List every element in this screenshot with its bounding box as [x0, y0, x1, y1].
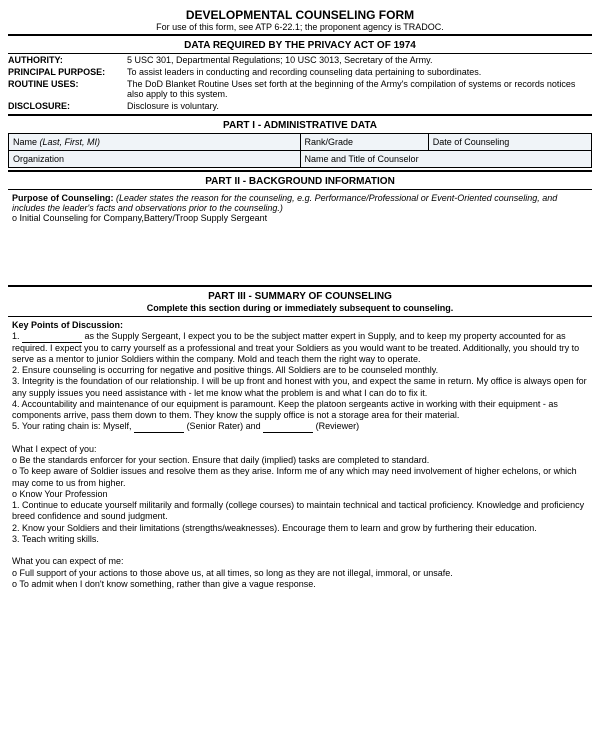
- kp-4: 4. Accountability and maintenance of our…: [12, 399, 588, 422]
- authority-label: AUTHORITY:: [8, 54, 127, 66]
- ey-5: 2. Know your Soldiers and their limitati…: [12, 523, 588, 534]
- name-hint: (Last, First, MI): [40, 137, 101, 147]
- form-title: DEVELOPMENTAL COUNSELING FORM: [8, 8, 592, 22]
- divider: [8, 285, 592, 287]
- kp-3: 3. Integrity is the foundation of our re…: [12, 376, 588, 399]
- em-2: o To admit when I don't know something, …: [12, 579, 588, 590]
- key-points-label: Key Points of Discussion:: [12, 320, 588, 331]
- ey-2: o To keep aware of Soldier issues and re…: [12, 466, 588, 489]
- kp-5: 5. Your rating chain is: Myself, (Senior…: [12, 421, 588, 432]
- expect-me-label: What you can expect of me:: [12, 556, 588, 567]
- routine-value: The DoD Blanket Routine Uses set forth a…: [127, 78, 592, 100]
- purpose-counseling-text: o Initial Counseling for Company,Battery…: [12, 213, 267, 223]
- part2-heading: PART II - BACKGROUND INFORMATION: [8, 174, 592, 189]
- disclosure-value: Disclosure is voluntary.: [127, 100, 592, 112]
- kp-2: 2. Ensure counseling is occurring for ne…: [12, 365, 588, 376]
- discussion-box: Key Points of Discussion: 1. as the Supp…: [8, 317, 592, 596]
- part1-table: Name (Last, First, MI) Rank/Grade Date o…: [8, 133, 592, 168]
- date-cell[interactable]: Date of Counseling: [428, 134, 591, 151]
- ey-3: o Know Your Profession: [12, 489, 588, 500]
- purpose-value: To assist leaders in conducting and reco…: [127, 66, 592, 78]
- disclosure-label: DISCLOSURE:: [8, 100, 127, 112]
- divider: [8, 114, 592, 116]
- expect-you-label: What I expect of you:: [12, 444, 588, 455]
- ey-4: 1. Continue to educate yourself militari…: [12, 500, 588, 523]
- authority-value: 5 USC 301, Departmental Regulations; 10 …: [127, 54, 592, 66]
- em-1: o Full support of your actions to those …: [12, 568, 588, 579]
- kp-1: 1. as the Supply Sergeant, I expect you …: [12, 331, 588, 365]
- divider: [8, 170, 592, 172]
- ey-1: o Be the standards enforcer for your sec…: [12, 455, 588, 466]
- purpose-counseling-label: Purpose of Counseling:: [12, 193, 114, 203]
- form-subtitle: For use of this form, see ATP 6-22.1; th…: [8, 22, 592, 32]
- part3-heading: PART III - SUMMARY OF COUNSELING: [8, 289, 592, 302]
- part3-subheading: Complete this section during or immediat…: [8, 302, 592, 316]
- privacy-fields: AUTHORITY: 5 USC 301, Departmental Regul…: [8, 54, 592, 112]
- purpose-box: Purpose of Counseling: (Leader states th…: [8, 190, 592, 283]
- org-cell[interactable]: Organization: [9, 151, 301, 168]
- privacy-heading: DATA REQUIRED BY THE PRIVACY ACT OF 1974: [8, 38, 592, 53]
- rank-cell[interactable]: Rank/Grade: [300, 134, 428, 151]
- routine-label: ROUTINE USES:: [8, 78, 127, 100]
- part1-heading: PART I - ADMINISTRATIVE DATA: [8, 118, 592, 133]
- name-cell[interactable]: Name (Last, First, MI): [9, 134, 301, 151]
- ey-6: 3. Teach writing skills.: [12, 534, 588, 545]
- divider: [8, 34, 592, 36]
- name-label: Name: [13, 137, 37, 147]
- counselor-cell[interactable]: Name and Title of Counselor: [300, 151, 592, 168]
- purpose-label: PRINCIPAL PURPOSE:: [8, 66, 127, 78]
